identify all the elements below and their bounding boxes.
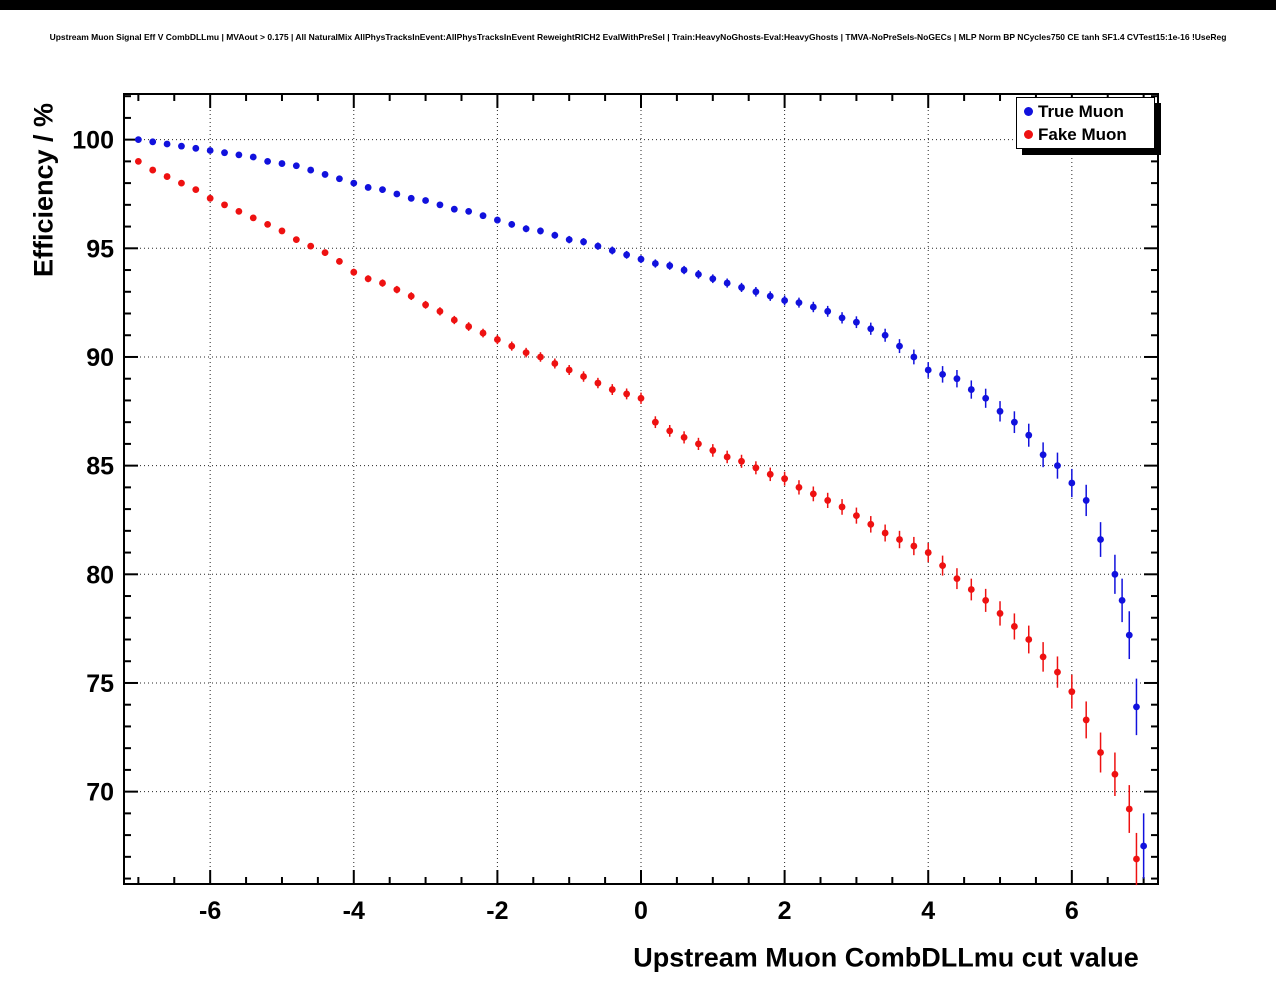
axis-ticks	[124, 94, 1158, 884]
series-true-muon	[134, 136, 1148, 879]
x-tick-label: 2	[778, 897, 792, 925]
x-tick-label: -6	[199, 897, 221, 925]
y-tick-label: 70	[86, 779, 114, 807]
y-tick-label: 100	[72, 127, 114, 155]
legend-entry-true-muon: True Muon	[1017, 100, 1154, 123]
y-tick-labels: 70 75 80 85 90 95 100	[72, 127, 114, 807]
legend-entry-fake-muon: Fake Muon	[1017, 123, 1154, 146]
fake-muon-marker-icon	[1024, 130, 1033, 139]
legend-label-true-muon: True Muon	[1038, 101, 1124, 121]
x-tick-label: 4	[921, 897, 935, 925]
legend-label-fake-muon: Fake Muon	[1038, 124, 1127, 144]
y-axis-title: Efficiency / %	[28, 102, 59, 278]
x-tick-label: -2	[486, 897, 508, 925]
legend: True Muon Fake Muon	[1016, 97, 1155, 149]
window-top-border	[0, 0, 1276, 10]
series-fake-muon	[134, 157, 1140, 886]
y-tick-label: 75	[86, 670, 114, 698]
plot-frame	[123, 93, 1159, 885]
x-axis-title: Upstream Muon CombDLLmu cut value	[633, 942, 1139, 973]
y-tick-label: 95	[86, 235, 114, 263]
x-tick-label: -4	[343, 897, 365, 925]
y-tick-label: 85	[86, 453, 114, 481]
y-tick-label: 90	[86, 344, 114, 372]
x-tick-label: 6	[1065, 897, 1079, 925]
true-muon-marker-icon	[1024, 107, 1033, 116]
y-tick-label: 80	[86, 561, 114, 589]
x-tick-labels: -6 -4 -2 0 2 4 6	[199, 897, 1079, 925]
gridlines	[124, 94, 1158, 884]
plot-title: Upstream Muon Signal Eff V CombDLLmu | M…	[49, 32, 1227, 42]
x-tick-label: 0	[634, 897, 648, 925]
